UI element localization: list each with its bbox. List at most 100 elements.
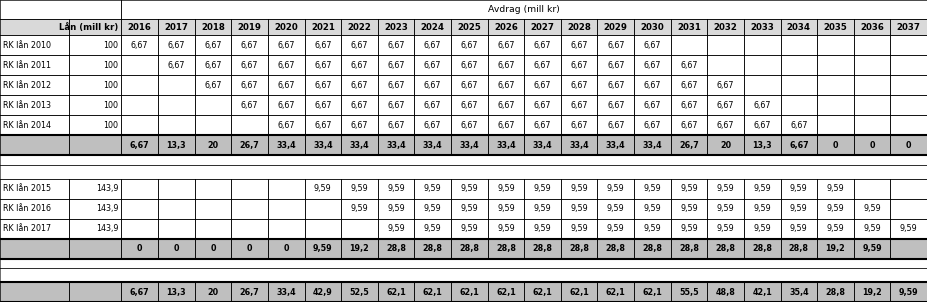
Text: 6,67: 6,67 [461,101,478,110]
Bar [268,35,304,55]
Text: 0: 0 [832,141,838,149]
Bar [414,219,451,239]
Bar [524,55,561,75]
Bar [414,135,451,155]
Bar [304,115,341,135]
Bar [854,239,890,259]
Text: 2031: 2031 [677,23,701,31]
Text: 2035: 2035 [823,23,847,31]
Bar [121,19,158,35]
Text: 2017: 2017 [164,23,188,31]
Text: 9,59: 9,59 [790,224,807,233]
Bar [378,35,414,55]
Bar [304,135,341,155]
Text: 100: 100 [104,120,119,130]
Bar [561,75,597,95]
Text: 6,67: 6,67 [570,81,588,90]
Bar [195,55,232,75]
Text: 6,67: 6,67 [204,61,222,70]
Text: 2026: 2026 [494,23,518,31]
Text: 6,67: 6,67 [314,61,332,70]
Text: 100: 100 [104,61,119,70]
Bar [707,19,743,35]
Bar [341,95,377,115]
Text: 6,67: 6,67 [168,41,185,50]
Text: 6,67: 6,67 [643,101,661,110]
Bar [0,199,69,219]
Bar [890,55,927,75]
Bar [707,75,743,95]
Bar [890,178,927,199]
Text: RK lån 2015: RK lån 2015 [3,184,51,193]
Text: 26,7: 26,7 [240,141,260,149]
Bar [743,55,781,75]
Bar [451,75,488,95]
Text: 9,59: 9,59 [570,224,588,233]
Bar [781,282,817,302]
Bar [634,239,670,259]
Bar [707,55,743,75]
Text: 9,59: 9,59 [717,184,734,193]
Bar [451,19,488,35]
Bar [597,55,634,75]
Text: 9,59: 9,59 [754,224,771,233]
Text: 20: 20 [208,141,219,149]
Bar [378,239,414,259]
Text: 6,67: 6,67 [277,41,295,50]
Text: 0: 0 [210,244,216,253]
Text: 2028: 2028 [567,23,591,31]
Bar [488,95,524,115]
Bar [268,55,304,75]
Text: 6,67: 6,67 [241,101,259,110]
Text: 100: 100 [104,41,119,50]
Bar [781,199,817,219]
Bar [69,135,121,155]
Bar [524,95,561,115]
Text: 28,8: 28,8 [605,244,626,253]
Text: 33,4: 33,4 [423,141,442,149]
Text: 6,67: 6,67 [643,61,661,70]
Text: 6,67: 6,67 [350,41,368,50]
Text: 9,59: 9,59 [790,204,807,213]
Bar [781,19,817,35]
Bar [121,199,158,219]
Bar [121,219,158,239]
Bar [817,75,854,95]
Bar [634,199,670,219]
Text: 6,67: 6,67 [790,120,807,130]
Bar [158,55,195,75]
Text: 62,1: 62,1 [496,288,515,297]
Text: 2030: 2030 [641,23,665,31]
Bar [451,115,488,135]
Bar [0,219,69,239]
Text: 6,67: 6,67 [130,141,149,149]
Bar [268,219,304,239]
Text: 35,4: 35,4 [789,288,808,297]
Bar [451,35,488,55]
Text: 6,67: 6,67 [277,81,295,90]
Bar [670,199,707,219]
Text: 9,59: 9,59 [387,224,405,233]
Text: 6,67: 6,67 [534,101,552,110]
Bar [414,75,451,95]
Bar [268,199,304,219]
Text: 20: 20 [720,141,731,149]
Bar [158,19,195,35]
Bar [451,219,488,239]
Bar [817,35,854,55]
Bar [0,95,69,115]
Text: 9,59: 9,59 [717,204,734,213]
Bar [158,239,195,259]
Text: 9,59: 9,59 [461,204,478,213]
Bar [524,239,561,259]
Text: 9,59: 9,59 [643,184,661,193]
Bar [817,135,854,155]
Bar [195,35,232,55]
Text: 26,7: 26,7 [679,141,699,149]
Bar [743,95,781,115]
Bar [817,219,854,239]
Text: 62,1: 62,1 [642,288,662,297]
Text: 9,59: 9,59 [461,184,478,193]
Text: 55,5: 55,5 [679,288,699,297]
Text: 6,67: 6,67 [680,101,698,110]
